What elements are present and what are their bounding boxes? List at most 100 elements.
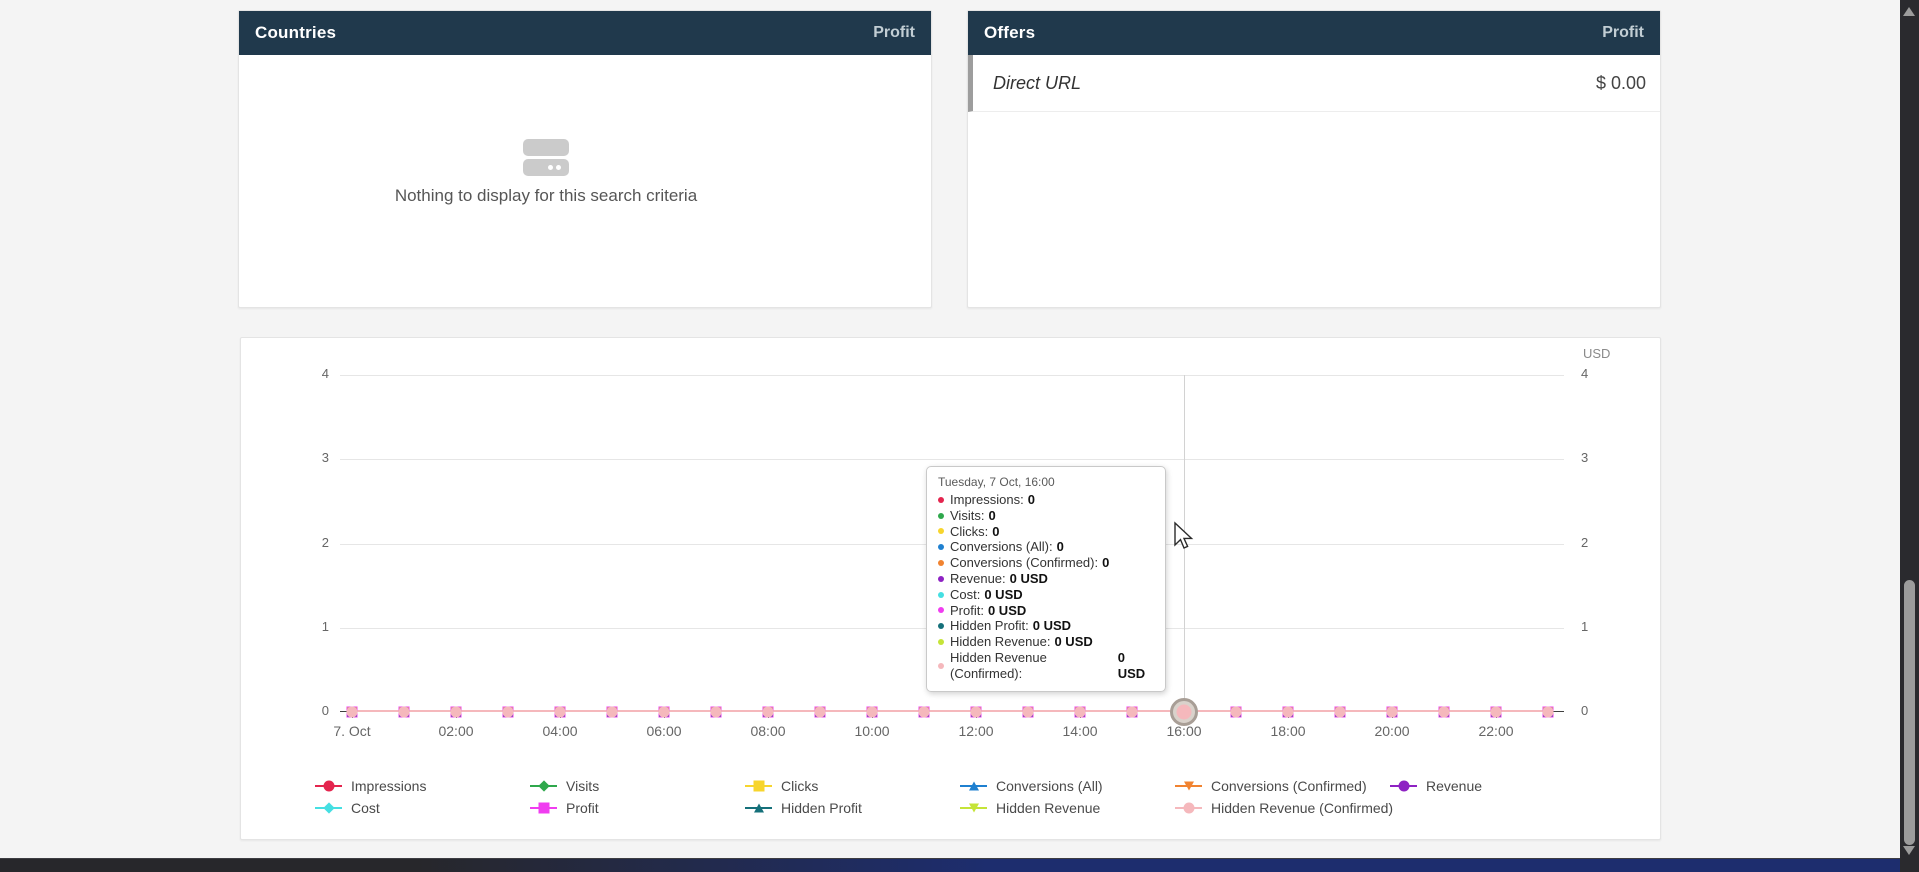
legend-item-clicks[interactable]: Clicks [745,775,960,797]
data-point[interactable] [1334,706,1346,718]
data-point[interactable] [1022,706,1034,718]
tooltip-row: Profit: 0 USD [938,603,1154,619]
tooltip-row: Revenue: 0 USD [938,571,1154,587]
tooltip-row: Hidden Revenue (Confirmed): 0 USD [938,650,1154,682]
x-axis-label: 20:00 [1374,723,1410,739]
scrollbar-down-arrow-icon[interactable] [1903,846,1915,855]
offers-panel-title: Offers [984,23,1036,42]
data-point[interactable] [710,706,722,718]
data-point[interactable] [918,706,930,718]
x-axis-label: 12:00 [958,723,994,739]
legend-item-conversions-all[interactable]: Conversions (All) [960,775,1175,797]
gridline [340,375,1564,376]
bottom-edge-bar [0,858,1900,872]
x-axis-label: 18:00 [1270,723,1306,739]
legend-item-visits[interactable]: Visits [530,775,745,797]
tooltip-series-bullet-icon [938,607,944,614]
legend-marker-square-icon [530,802,557,814]
data-point[interactable] [1438,706,1450,718]
marker-circle-icon [1386,706,1398,718]
scrollbar-up-arrow-icon[interactable] [1903,7,1915,16]
legend-item-conversions-confirmed[interactable]: Conversions (Confirmed) [1175,775,1390,797]
data-point[interactable] [1542,706,1554,718]
legend-item-profit[interactable]: Profit [530,797,745,819]
marker-circle-icon [1074,706,1086,718]
y-axis-label: 0 [321,703,329,718]
x-axis-label: 06:00 [646,723,682,739]
chart-panel: USD 7. Oct 02:00 04:00 06:00 08:00 10:00 12:00… [240,337,1661,840]
marker-circle-icon [1334,706,1346,718]
data-point[interactable] [606,706,618,718]
tooltip-series-bullet-icon [938,496,944,503]
legend-label: Profit [566,800,599,816]
tooltip-row: Cost: 0 USD [938,587,1154,603]
data-point[interactable] [1490,706,1502,718]
data-point[interactable] [866,706,878,718]
marker-circle-icon [918,706,930,718]
legend-label: Hidden Revenue [996,800,1101,816]
data-point[interactable] [502,706,514,718]
data-point[interactable] [762,706,774,718]
data-point[interactable] [1230,706,1242,718]
tooltip-series-bullet-icon [938,639,944,646]
y-axis-label: 4 [1581,366,1589,381]
chart-tooltip: Tuesday, 7 Oct, 16:00 Impressions: 0 Visi… [926,466,1166,692]
offer-row[interactable]: Direct URL $ 0.00 [968,55,1660,112]
countries-sort-column-profit[interactable]: Profit [873,24,915,41]
legend-item-hidden-profit[interactable]: Hidden Profit [745,797,960,819]
data-point[interactable] [554,706,566,718]
y-axis-label: 2 [321,534,329,550]
chart-plot-area[interactable]: 7. Oct 02:00 04:00 06:00 08:00 10:00 12:00 14:0… [333,375,1564,739]
data-point[interactable] [1074,706,1086,718]
hovered-data-point[interactable] [1170,698,1198,726]
legend-item-hidden-revenue-confirmed[interactable]: Hidden Revenue (Confirmed) [1175,797,1393,819]
x-axis-label: 10:00 [854,723,890,739]
legend-marker-diamond-icon [530,780,557,792]
hovered-point-marker [1176,704,1192,720]
scrollbar-thumb[interactable] [1904,580,1915,845]
legend-item-hidden-revenue[interactable]: Hidden Revenue [960,797,1175,819]
y-axis-label: 2 [1581,534,1589,550]
data-point[interactable] [658,706,670,718]
tooltip-series-bullet-icon [938,662,944,669]
marker-circle-icon [710,706,722,718]
marker-circle-icon [814,706,826,718]
legend-item-cost[interactable]: Cost [315,797,530,819]
offer-name[interactable]: Direct URL [993,72,1082,93]
countries-empty-message: Nothing to display for this search crite… [394,186,698,205]
legend-label: Hidden Profit [781,800,862,816]
legend-label: Impressions [351,778,427,794]
offers-panel-header: Offers Profit [968,11,1660,55]
data-point[interactable] [970,706,982,718]
data-point[interactable] [814,706,826,718]
countries-empty-state: Nothing to display for this search crite… [239,139,853,206]
data-point[interactable] [450,706,462,718]
tooltip-row: Hidden Revenue: 0 USD [938,634,1154,650]
legend-item-revenue[interactable]: Revenue [1390,775,1605,797]
legend-label: Clicks [781,778,819,794]
data-point[interactable] [1386,706,1398,718]
y-axis-label: 3 [1581,450,1589,466]
tooltip-series-bullet-icon [938,512,944,519]
y-axis-label: 4 [321,366,329,381]
data-point[interactable] [1126,706,1138,718]
legend-marker-square-icon [745,780,772,792]
marker-circle-icon [502,706,514,718]
vertical-scrollbar[interactable] [1900,0,1919,872]
legend-item-impressions[interactable]: Impressions [315,775,530,797]
x-axis-label: 14:00 [1062,723,1098,739]
data-point[interactable] [346,706,358,718]
y-axis-label: 1 [1581,618,1589,634]
data-point[interactable] [1282,706,1294,718]
marker-circle-icon [606,706,618,718]
hover-crosshair-line [1184,375,1185,712]
data-point[interactable] [398,706,410,718]
marker-circle-icon [658,706,670,718]
legend-marker-circle-icon [1390,780,1417,792]
marker-circle-icon [1126,706,1138,718]
marker-circle-icon [1022,706,1034,718]
legend-marker-triangle-up-icon [745,802,772,814]
offers-sort-column-profit[interactable]: Profit [1602,24,1644,41]
offers-row-list: Direct URL $ 0.00 [968,55,1660,112]
tooltip-title: Tuesday, 7 Oct, 16:00 [938,475,1055,489]
